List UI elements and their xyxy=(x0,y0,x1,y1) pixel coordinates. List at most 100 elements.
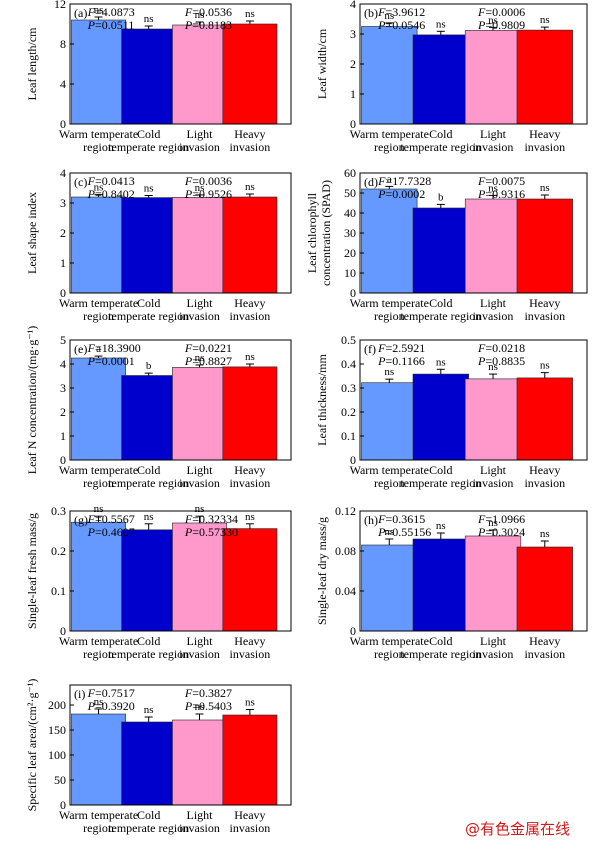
y-tick-label: 3 xyxy=(60,381,66,395)
x-tick-label: Heavy invasion xyxy=(524,127,565,154)
significance-label: ns xyxy=(245,8,255,20)
stat-p: P=0.8402 xyxy=(87,187,135,201)
significance-label: ns xyxy=(144,511,154,523)
significance-label: ns xyxy=(436,520,446,532)
panel-tag: (h) xyxy=(364,513,378,527)
stat-f: F=0.3827 xyxy=(184,686,232,700)
y-axis-label: Leaf chlorophyllconcentration (SPAD) xyxy=(305,180,333,286)
bar xyxy=(222,714,278,806)
bar xyxy=(412,373,469,461)
y-tick-label: 0.04 xyxy=(335,584,356,598)
significance-label: ns xyxy=(94,4,104,16)
bar xyxy=(464,378,522,461)
y-tick-label: 0 xyxy=(350,453,356,467)
stat-p: P=0.9316 xyxy=(477,187,525,201)
x-tick-label: Cold temperate region xyxy=(108,463,189,490)
x-tick-label: Warm temperate region xyxy=(350,127,429,154)
bar xyxy=(121,28,177,125)
significance-label: b xyxy=(146,360,152,372)
stat-f: F=0.0536 xyxy=(184,5,232,19)
panel-tag: (g) xyxy=(74,513,88,527)
x-tick-label: Cold temperate region xyxy=(400,127,481,154)
x-tick-label: Cold temperate region xyxy=(108,127,189,154)
significance-label: ns xyxy=(384,10,394,22)
panel-tag: (c) xyxy=(74,175,87,189)
significance-label: a xyxy=(387,173,392,185)
plot-frame xyxy=(69,510,292,632)
watermark-text: @有色金属在线 xyxy=(465,820,571,838)
bar xyxy=(121,529,177,632)
y-tick-label: 5 xyxy=(60,333,66,347)
x-tick-label: Warm temperate region xyxy=(59,127,138,154)
x-tick-label: Cold temperate region xyxy=(400,634,481,661)
significance-label: ns xyxy=(195,701,205,713)
stat-f: F=0.0006 xyxy=(477,5,525,19)
significance-label: ns xyxy=(245,511,255,523)
stat-p: P=0.8827 xyxy=(184,354,232,368)
chart-panel-f: ns ns ns ns 0 0.1 0.2 0.3 0.4 0.5 Warm temperate re… xyxy=(315,333,588,490)
bar xyxy=(71,196,126,294)
bar xyxy=(172,24,227,125)
panel-tag: (i) xyxy=(74,687,85,701)
x-tick-label: Heavy invasion xyxy=(524,296,565,323)
y-axis-label: Leaf N concentration/(mg·g⁻¹) xyxy=(25,326,39,475)
y-tick-label: 0.08 xyxy=(335,544,356,558)
y-tick-label: 3 xyxy=(350,27,356,41)
significance-label: ns xyxy=(245,181,255,193)
x-tick-label: Warm temperate region xyxy=(59,634,138,661)
bar xyxy=(222,23,278,125)
chart-panel-i: ns ns ns ns 0 50 100 150 200 Warm temperate region… xyxy=(25,679,292,835)
significance-label: ns xyxy=(94,182,104,194)
stat-p: P=0.55156 xyxy=(377,525,431,539)
bar xyxy=(516,377,573,461)
bar xyxy=(71,357,126,461)
y-tick-label: 2 xyxy=(60,226,66,240)
y-tick-label: 4 xyxy=(60,357,66,371)
significance-label: ns xyxy=(384,366,394,378)
y-tick-label: 2 xyxy=(350,57,356,71)
x-tick-label: Heavy invasion xyxy=(230,463,271,490)
bar xyxy=(464,535,522,632)
stat-f: F=0.32334 xyxy=(184,512,238,526)
panel-tag: (b) xyxy=(364,6,378,20)
plot-frame xyxy=(359,339,588,461)
stat-p: P=0.3024 xyxy=(477,525,525,539)
x-tick-label: Heavy invasion xyxy=(230,296,271,323)
bar xyxy=(172,367,227,461)
significance-label: ns xyxy=(488,517,498,529)
x-tick-label: Heavy invasion xyxy=(524,463,565,490)
stat-f: F=18.3900 xyxy=(87,341,141,355)
significance-label: ns xyxy=(540,360,550,372)
bar xyxy=(516,198,573,294)
stat-p: P=0.57330 xyxy=(184,525,238,539)
y-tick-label: 12 xyxy=(54,0,66,11)
y-tick-label: 0.1 xyxy=(341,429,356,443)
y-tick-label: 0.12 xyxy=(335,504,356,518)
stat-p: P=0.3920 xyxy=(87,699,135,713)
x-tick-label: Cold temperate region xyxy=(108,296,189,323)
bar xyxy=(172,197,227,294)
significance-label: a xyxy=(96,343,101,355)
significance-label: ns xyxy=(195,9,205,21)
x-tick-label: Warm temperate region xyxy=(350,463,429,490)
y-axis-label: Leaf thickness/mm xyxy=(315,354,329,446)
x-tick-label: Cold temperate region xyxy=(400,296,481,323)
y-axis-label: Leaf shape index xyxy=(25,192,39,274)
x-tick-label: Heavy invasion xyxy=(230,808,271,835)
significance-label: ns xyxy=(488,14,498,26)
plot-frame xyxy=(359,510,588,632)
bar xyxy=(464,198,522,294)
bar xyxy=(71,713,126,806)
y-axis-label: Single-leaf dry mass/g xyxy=(315,517,329,625)
y-tick-label: 0.3 xyxy=(341,381,356,395)
bar xyxy=(222,366,278,461)
stat-f: F=4.0873 xyxy=(87,5,135,19)
x-tick-label: Warm temperate region xyxy=(350,296,429,323)
panel-tag: (a) xyxy=(74,6,87,20)
stat-p: P=0.4607 xyxy=(87,525,135,539)
y-tick-label: 4 xyxy=(350,0,356,11)
x-tick-label: Warm temperate region xyxy=(350,634,429,661)
significance-label: ns xyxy=(245,351,255,363)
y-tick-label: 1 xyxy=(60,256,66,270)
